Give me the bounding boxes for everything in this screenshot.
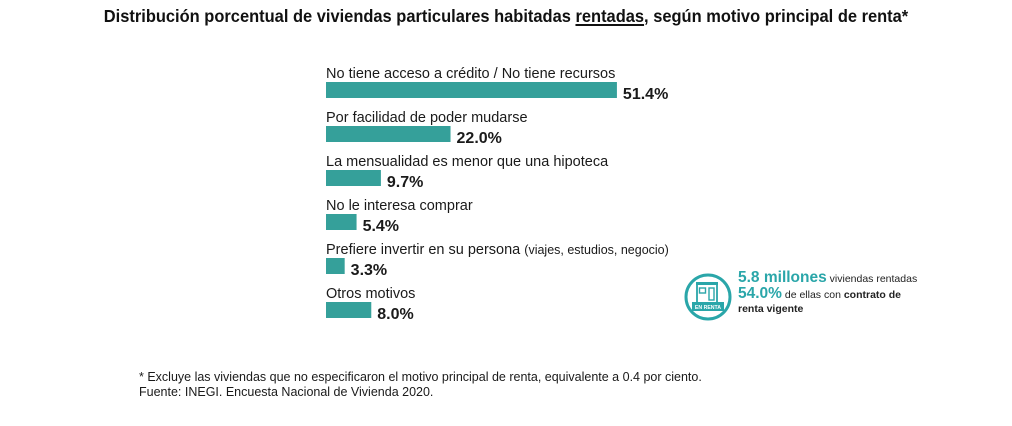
bar-value-label: 8.0%: [377, 306, 413, 323]
callout-contract-percent: 54.0%: [738, 285, 782, 302]
bar-svg: 9.7%: [326, 170, 423, 191]
footnote-source: Fuente: INEGI. Encuesta Nacional de Vivi…: [139, 385, 434, 399]
category-label-text: Otros motivos: [326, 286, 416, 302]
bar-svg: 5.4%: [326, 214, 399, 235]
bar-svg: 51.4%: [326, 82, 668, 103]
chart-title-underlined: rentadas: [575, 6, 645, 26]
category-label: No le interesa comprar: [326, 198, 473, 214]
bar-svg: 3.3%: [326, 258, 387, 279]
category-label: Otros motivos: [326, 286, 415, 302]
category-label-text: No le interesa comprar: [326, 198, 473, 214]
icon-ring: [684, 273, 732, 321]
icon-window: [698, 287, 707, 294]
bar-value-label: 5.4%: [363, 218, 399, 235]
chart-title-before: Distribución porcentual de viviendas par…: [103, 6, 576, 26]
callout-total-label: viviendas rentadas: [826, 273, 918, 285]
bar-svg: 8.0%: [326, 302, 414, 323]
callout-line-2: 54.0% de ellas con contrato de renta vig…: [738, 285, 918, 316]
category-label-text: La mensualidad es menor que una hipoteca: [326, 154, 609, 170]
category-label-text: Por facilidad de poder mudarse: [326, 110, 528, 126]
icon-sign: [692, 302, 724, 311]
footnote: * Excluye las viviendas que no especific…: [139, 370, 702, 400]
bar-value-label: 3.3%: [351, 262, 387, 279]
rented-housing-callout: EN RENTA 5.8 millones viviendas rentadas…: [684, 269, 924, 341]
callout-total-dwellings: 5.8 millones: [738, 269, 827, 286]
bar-value-label: 22.0%: [457, 130, 502, 147]
callout-text: 5.8 millones viviendas rentadas 54.0% de…: [738, 269, 918, 316]
bar: [326, 214, 357, 230]
category-label: Prefiere invertir en su persona (viajes,…: [326, 242, 669, 258]
footnote-note: * Excluye las viviendas que no especific…: [139, 370, 702, 384]
icon-sign-text: EN RENTA: [695, 305, 721, 311]
icon-door: [708, 287, 715, 301]
callout-line-1: 5.8 millones viviendas rentadas: [738, 269, 918, 286]
chart-title-after: , según motivo principal de renta*: [644, 6, 909, 26]
category-label-text: Prefiere invertir en su persona: [326, 242, 521, 258]
bar: [326, 170, 381, 186]
chart-title: Distribución porcentual de viviendas par…: [30, 6, 981, 27]
bar-value-label: 51.4%: [623, 86, 668, 103]
category-label: Por facilidad de poder mudarse: [326, 110, 528, 126]
bar-svg: 22.0%: [326, 126, 502, 147]
house-for-rent-icon: EN RENTA: [684, 273, 732, 321]
callout-contract-label: de ellas con: [781, 289, 844, 301]
bar: [326, 258, 345, 274]
bar: [326, 82, 617, 98]
bar-value-label: 9.7%: [387, 174, 423, 191]
category-label-text: No tiene acceso a crédito / No tiene rec…: [326, 66, 616, 82]
icon-roof: [696, 282, 718, 285]
category-label: La mensualidad es menor que una hipoteca: [326, 154, 608, 170]
category-label-note: (viajes, estudios, negocio): [524, 243, 669, 257]
callout-contract-bold: contrato de renta vigente: [738, 289, 901, 315]
category-label: No tiene acceso a crédito / No tiene rec…: [326, 66, 615, 82]
bar: [326, 302, 372, 318]
bar: [326, 126, 451, 142]
